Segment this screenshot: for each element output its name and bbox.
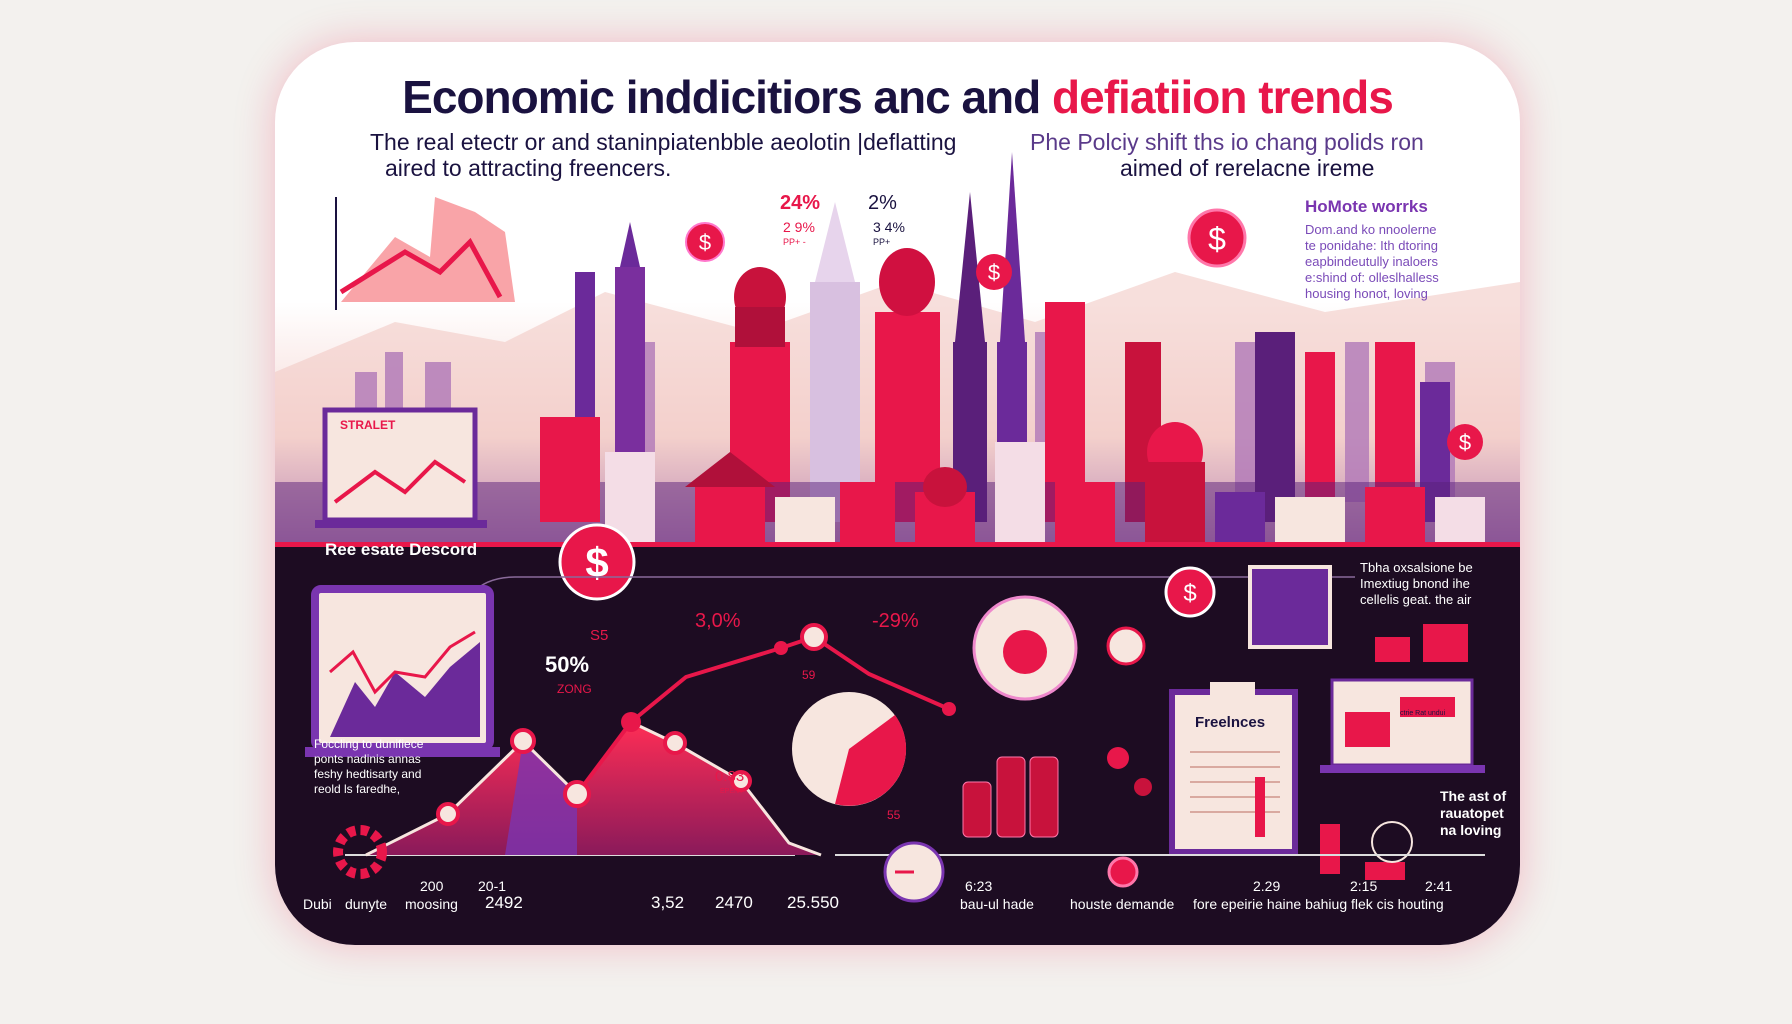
cost-note: The ast of rauatopet na loving (1440, 788, 1506, 839)
cost-note-line: na loving (1440, 822, 1502, 838)
title-dark: Economic inddicitiors anc and (402, 71, 1041, 123)
dollar-pin-icon: $ (1447, 424, 1483, 460)
axis-tick: 2.29 (1253, 878, 1281, 894)
svg-text:$: $ (988, 260, 1000, 285)
side-note-line: Dom.and ko nnoolerne (1305, 222, 1437, 237)
stat-red-sub: 2 9% (783, 219, 815, 235)
cost-note-line: The ast of (1440, 788, 1507, 804)
axis-label: 2492 (485, 893, 523, 912)
coin-stack-icon (962, 756, 1059, 838)
side-note-heading: HoMote worrks (1305, 197, 1428, 216)
laptop-icon (315, 407, 487, 528)
chart-label-55: 55 (887, 808, 901, 822)
page-title: Economic inddicitiors anc and defiatiion… (275, 70, 1520, 124)
axis-label: Dubi (303, 896, 332, 912)
illustration: $ $ $ $ $ (275, 152, 1520, 903)
axis-tick: 2:41 (1425, 878, 1453, 894)
chart-label-083: 0.83 (715, 768, 745, 785)
axis-label: bau-ul hade (960, 896, 1034, 912)
laptop-icon (1320, 678, 1485, 773)
svg-text:$: $ (1208, 221, 1226, 257)
title-red: defiatiion trends (1052, 71, 1394, 123)
chart-label-pct-b: -29% (872, 610, 919, 632)
svg-text:$: $ (699, 230, 711, 255)
stat-red-main: 24% (780, 192, 821, 214)
paragraph-line: ponts nadinis annas (314, 752, 421, 766)
chart-label-epent: EPENT (720, 788, 744, 795)
infographic-card: $ $ $ $ $ (275, 42, 1520, 945)
stat-navy-main: 2% (868, 192, 897, 214)
note-line: Tbha oxsalsione be (1360, 560, 1473, 575)
dollar-pin-icon: $ (1187, 208, 1247, 268)
marker-icon (1107, 856, 1139, 888)
dollar-coin-icon: $ (1164, 566, 1216, 618)
note-line: cellelis geat. the air (1360, 592, 1472, 607)
paragraph-line: reold ls faredhe, (314, 782, 401, 796)
stat-red-tiny: PP+ - (783, 237, 806, 247)
dollar-pin-icon: $ (685, 222, 725, 262)
axis-label: dunyte (345, 896, 388, 912)
stat-navy-sub: 3 4% (873, 219, 905, 235)
axis-label: 3,52 (651, 893, 685, 912)
clipboard-label: Freelnces (1195, 714, 1266, 731)
axis-label: moosing (405, 896, 458, 912)
note-line: Imextiug bnond ihe (1360, 576, 1470, 591)
pie-chart (792, 692, 907, 806)
truck-icon (1423, 624, 1468, 662)
house-icon (1375, 637, 1410, 662)
subtitle-left-line1: The real etectr or and staninpiatenbble … (370, 129, 957, 155)
stat-navy-tiny: PP+ (873, 237, 891, 247)
cost-note-line: rauatopet (1440, 805, 1504, 821)
dial-icon (883, 841, 945, 903)
laptop-chart-icon (305, 585, 500, 757)
axis-tick: 20-1 (478, 878, 507, 894)
gauge-icon (972, 595, 1078, 701)
laptop-right-label: ctrie Rat undui (1400, 710, 1446, 717)
desk-chair-icon (1320, 821, 1413, 880)
side-note-line: e:shind of: olleslhalless (1305, 270, 1439, 285)
right-note: Tbha oxsalsione be Imextiug bnond ihe ce… (1360, 560, 1473, 608)
houses-row (275, 417, 1520, 547)
axis-label: houste demande (1070, 896, 1175, 912)
area-chart (345, 623, 956, 857)
chart-label-s5: S5 (590, 627, 609, 644)
clipboard-icon (1169, 682, 1298, 855)
chart-label-zong: ZONG (557, 682, 592, 696)
chart-label-fifty: 50% (545, 652, 590, 677)
side-note-body: Dom.and ko nnoolerne te ponidahe: Ith dt… (1305, 222, 1439, 302)
laptop-label: STRALET (340, 418, 396, 432)
subtitle-right-line1: Phe Polciy shift ths io chang polids ron (1030, 129, 1424, 155)
gear-icon (333, 825, 387, 879)
section-label: Ree esate Descord (325, 540, 478, 559)
dollar-coin-icon: $ (558, 523, 636, 601)
chart-label-59: 59 (802, 668, 816, 682)
side-note-line: te ponidahe: Ith dtoring (1305, 238, 1438, 253)
svg-text:$: $ (1183, 580, 1196, 607)
target-icon (1106, 626, 1146, 666)
svg-text:$: $ (585, 539, 608, 586)
paragraph-line: Foccling to dunifiece (314, 737, 424, 751)
paragraph-line: feshy hedtisarty and (314, 767, 422, 781)
axis-label: 2470 (715, 893, 753, 912)
subtitle-right-line2: aimed of rerelacne ireme (1120, 155, 1375, 181)
axis-tick: 2:15 (1350, 878, 1378, 894)
svg-text:$: $ (1459, 430, 1471, 455)
side-note-line: housing honot, loving (1305, 286, 1428, 301)
axis-label: 25.550 (787, 893, 839, 912)
document-icon (1248, 565, 1332, 649)
axis-tick: 6:23 (965, 878, 993, 894)
axis-tick: 200 (420, 878, 444, 894)
chart-label-pct-a: 3,0% (695, 610, 741, 632)
subtitle-left-line2: aired to attracting freencers. (385, 155, 672, 181)
decline-chart-icon (335, 197, 515, 310)
axis-label: fore epeirie haine bahiug flek cis houti… (1193, 896, 1444, 912)
left-paragraph: Foccling to dunifiece ponts nadinis anna… (314, 737, 423, 797)
side-note-line: eapbindeutully inaloers (1305, 254, 1438, 269)
dollar-pin-icon: $ (976, 254, 1012, 290)
gear-icon (1107, 747, 1152, 796)
